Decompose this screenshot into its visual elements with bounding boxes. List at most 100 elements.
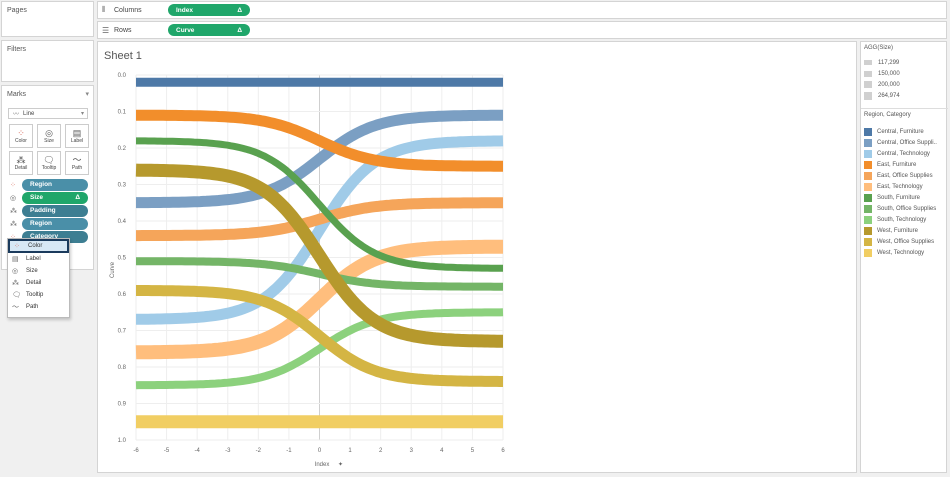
color-dots-icon: ⁘ — [10, 233, 16, 241]
color-legend-item[interactable]: Central, Technology — [864, 148, 948, 159]
menu-item-size-label: Size — [26, 268, 38, 274]
size-legend-label: 200,000 — [878, 81, 900, 88]
size-legend[interactable]: AGG(Size) 117,299 150,000 200,000 264,974 — [864, 45, 944, 101]
series-line — [136, 137, 503, 272]
color-swatch — [864, 226, 872, 235]
x-tick-label: 2 — [379, 448, 383, 454]
menu-item-size[interactable]: ◎ Size — [8, 265, 69, 277]
color-legend[interactable]: Region, Category Central, Furniture Centr… — [864, 112, 948, 258]
color-legend-item[interactable]: West, Technology — [864, 247, 948, 258]
x-tick-label: 1 — [348, 448, 352, 454]
color-swatch — [864, 127, 872, 136]
x-tick-label: 4 — [440, 448, 444, 454]
region-detail-pill[interactable]: Region — [22, 217, 88, 230]
size-legend-item[interactable]: 117,299 — [864, 57, 944, 68]
color-dots-icon: ⁘ — [14, 243, 20, 250]
color-legend-label: Central, Technology — [877, 150, 930, 157]
menu-item-label[interactable]: ▤ Label — [8, 253, 69, 265]
y-axis-label: Curve — [110, 261, 116, 278]
legend-divider — [861, 108, 948, 109]
color-swatch — [864, 160, 872, 169]
size-swatch — [864, 70, 872, 77]
color-legend-label: West, Technology — [877, 249, 925, 256]
menu-item-path[interactable]: 〜 Path — [8, 301, 69, 313]
detail-button-label: Detail — [14, 165, 28, 171]
color-legend-item[interactable]: East, Office Supplies — [864, 170, 948, 181]
y-tick-label: 0.3 — [118, 183, 127, 189]
color-swatch — [864, 204, 872, 213]
tooltip-button-label: Tooltip — [41, 165, 57, 171]
size-icon: ◎ — [10, 194, 17, 202]
size-legend-label: 264,974 — [878, 92, 900, 99]
mark-type-dropdown[interactable]: 〰 Line ▾ — [8, 108, 88, 119]
menu-item-color-label: Color — [28, 243, 43, 249]
color-swatch — [864, 138, 872, 147]
size-pill-label: Size — [30, 194, 44, 201]
path-button[interactable]: 〜 Path — [65, 151, 89, 175]
curve-pill-label: Curve — [176, 26, 195, 34]
color-legend-item[interactable]: West, Office Supplies — [864, 236, 948, 247]
color-legend-item[interactable]: South, Office Supplies — [864, 203, 948, 214]
size-swatch — [864, 91, 872, 100]
color-swatch — [864, 149, 872, 158]
category-pill-label: Category — [30, 233, 59, 240]
label-button[interactable]: ▤ Label — [65, 124, 89, 148]
menu-item-detail[interactable]: ⁂ Detail — [8, 277, 69, 289]
color-legend-item[interactable]: West, Furniture — [864, 225, 948, 236]
rows-shelf[interactable]: ☰ Rows Curve Δ — [97, 21, 947, 39]
size-legend-label: 117,299 — [878, 59, 900, 66]
curve-pill[interactable]: Curve Δ — [168, 24, 250, 36]
x-tick-label: -2 — [256, 448, 262, 454]
color-legend-item[interactable]: East, Furniture — [864, 159, 948, 170]
y-tick-label: 0.2 — [118, 146, 127, 152]
color-legend-item[interactable]: South, Furniture — [864, 192, 948, 203]
size-icon: ◎ — [12, 268, 19, 275]
color-legend-item[interactable]: Central, Furniture — [864, 126, 948, 137]
y-tick-label: 0.6 — [118, 292, 127, 298]
color-legend-item[interactable]: Central, Office Suppli.. — [864, 137, 948, 148]
padding-pill[interactable]: Padding — [22, 204, 88, 217]
delta-icon: Δ — [237, 26, 242, 34]
menu-item-label-text: Label — [26, 256, 41, 262]
marks-field-region[interactable]: ⁘ Region — [10, 178, 90, 191]
size-legend-item[interactable]: 150,000 — [864, 68, 944, 79]
color-swatch — [864, 171, 872, 180]
pin-icon: ✦ — [338, 461, 343, 468]
marks-field-region-detail[interactable]: ⁂ Region — [10, 217, 90, 230]
region-pill[interactable]: Region — [22, 178, 88, 191]
menu-item-tooltip-label: Tooltip — [26, 292, 44, 298]
chart-svg: 0.0 0.1 0.2 0.3 0.4 0.5 0.6 0.7 0.8 0.9 1.0 -6 -5 -4… — [110, 73, 505, 468]
color-legend-label: West, Furniture — [877, 227, 918, 234]
menu-item-path-label: Path — [26, 304, 39, 310]
detail-button[interactable]: ⁂ Detail — [9, 151, 33, 175]
tooltip-button[interactable]: 🗨 Tooltip — [37, 151, 61, 175]
marks-field-padding[interactable]: ⁂ Padding — [10, 204, 90, 217]
size-button[interactable]: ◎ Size — [37, 124, 61, 148]
marks-collapse-icon[interactable]: ▾ — [85, 91, 89, 98]
color-legend-item[interactable]: South, Technology — [864, 214, 948, 225]
color-dots-icon: ⁘ — [17, 128, 25, 138]
series-line — [136, 135, 504, 325]
menu-item-color[interactable]: ⁘ Color — [8, 239, 69, 253]
path-button-label: Path — [71, 165, 83, 171]
size-pill[interactable]: Size Δ — [22, 191, 88, 204]
line-mark-icon: 〰 — [13, 112, 20, 118]
size-legend-item[interactable]: 264,974 — [864, 90, 944, 101]
columns-shelf[interactable]: ⦀ Columns Index Δ — [97, 1, 947, 19]
color-button[interactable]: ⁘ Color — [9, 124, 33, 148]
detail-icon: ⁂ — [10, 207, 17, 215]
marks-field-size[interactable]: ◎ Size Δ — [10, 191, 90, 204]
color-dots-icon: ⁘ — [10, 181, 16, 189]
menu-item-tooltip[interactable]: 🗨 Tooltip — [8, 289, 69, 301]
size-legend-item[interactable]: 200,000 — [864, 79, 944, 90]
tooltip-icon: 🗨 — [43, 155, 55, 165]
color-legend-label: South, Technology — [877, 216, 927, 223]
series-line — [136, 285, 503, 387]
x-tick-label: -3 — [225, 448, 231, 454]
detail-icon: ⁂ — [16, 155, 26, 165]
encoding-dropdown-menu: ⁘ Color ▤ Label ◎ Size ⁂ Detail 🗨 Toolti… — [7, 238, 70, 318]
index-pill[interactable]: Index Δ — [168, 4, 250, 16]
color-legend-item[interactable]: East, Technology — [864, 181, 948, 192]
y-tick-label: 1.0 — [118, 438, 127, 444]
color-legend-label: South, Furniture — [877, 194, 921, 201]
